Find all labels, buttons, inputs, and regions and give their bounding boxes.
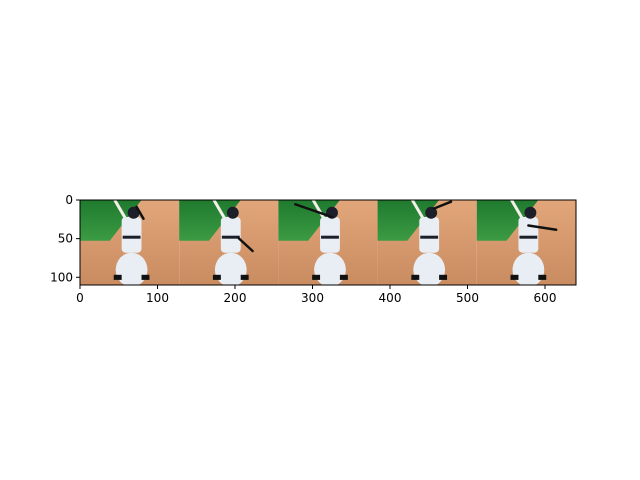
- y-tick-label: 0: [65, 193, 73, 207]
- image-frame-4: [377, 200, 477, 285]
- x-tick-label: 500: [456, 291, 479, 305]
- y-tick-label: 100: [50, 270, 73, 284]
- y-tick-label: 50: [58, 232, 73, 246]
- x-tick-label: 600: [534, 291, 557, 305]
- y-axis: 0 50 100: [50, 193, 80, 284]
- x-tick-label: 400: [379, 291, 402, 305]
- x-tick-label: 0: [76, 291, 84, 305]
- image-frame-3: [278, 200, 378, 285]
- axes-frame: [79, 199, 577, 286]
- x-tick-label: 200: [224, 291, 247, 305]
- x-tick-label: 100: [146, 291, 169, 305]
- image-strip: [80, 200, 576, 285]
- image-frame-5: [476, 200, 576, 285]
- x-axis: 0 100 200 300 400 500 600: [76, 285, 556, 305]
- x-tick-label: 300: [301, 291, 324, 305]
- image-frame-1: [80, 200, 180, 285]
- image-frame-2: [179, 200, 279, 285]
